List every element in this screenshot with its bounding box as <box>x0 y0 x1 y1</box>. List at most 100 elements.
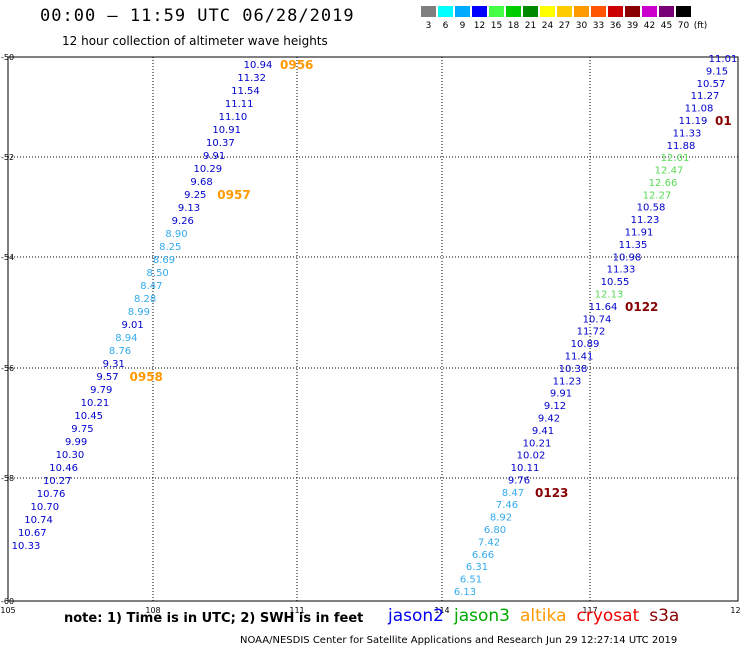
latitude-label: -50 <box>1 53 14 62</box>
legend-swatch <box>607 5 624 18</box>
wave-height-label: 10.58 <box>637 203 666 214</box>
wave-height-label: 8.47 <box>502 488 524 499</box>
latitude-label: -54 <box>1 253 14 262</box>
wave-height-label: 12.13 <box>595 290 624 301</box>
legend-level: 9 <box>454 5 471 31</box>
wave-height-label: 10.46 <box>49 463 78 474</box>
legend-level-label: 9 <box>459 21 466 31</box>
wave-height-label: 9.68 <box>190 177 212 188</box>
longitude-label: 117 <box>582 606 597 615</box>
wave-height-label: 10.38 <box>559 364 588 375</box>
wave-height-label: 12.66 <box>649 178 678 189</box>
wave-height-label: 9.75 <box>71 424 93 435</box>
legend-level-label: 30 <box>575 21 588 31</box>
latitude-label: -58 <box>1 474 14 483</box>
wave-height-label: 11.88 <box>667 141 696 152</box>
legend-level: 6 <box>437 5 454 31</box>
wave-height-label: 9.57 <box>96 372 118 383</box>
satellite-jason2: jason2 <box>388 606 444 626</box>
latitude-label: -60 <box>1 597 14 606</box>
legend-level-label: 24 <box>541 21 554 31</box>
wave-height-label: 12.01 <box>661 153 690 164</box>
wave-height-label: 10.57 <box>697 79 726 90</box>
legend-level-label: 18 <box>507 21 520 31</box>
legend-swatch <box>454 5 471 18</box>
wave-height-label: 11.33 <box>673 128 702 139</box>
wave-height-label: 11.23 <box>631 215 660 226</box>
wave-height-label: 9.12 <box>544 401 566 412</box>
legend-swatch <box>590 5 607 18</box>
credit-line: NOAA/NESDIS Center for Satellite Applica… <box>240 635 678 646</box>
satellite-legend: jason2 jason3 altika cryosat s3a <box>388 606 679 626</box>
legend-swatch <box>624 5 641 18</box>
wave-height-label: 8.47 <box>140 281 162 292</box>
pass-time-label: 0956 <box>280 58 313 72</box>
wave-height-label: 10.33 <box>12 541 41 552</box>
wave-height-label: 8.28 <box>134 294 156 305</box>
wave-height-label: 9.01 <box>121 320 143 331</box>
legend-level-label: 15 <box>490 21 503 31</box>
legend-level: 45 <box>658 5 675 31</box>
legend-level-label: 42 <box>643 21 656 31</box>
wave-height-label: 9.91 <box>550 389 572 400</box>
wave-height-label: 10.94 <box>244 60 273 71</box>
color-scale-legend: 3 6 9 12 15 18 21 24 27 30 33 36 39 42 45 70 (ft) <box>420 5 709 31</box>
wave-height-label: 11.54 <box>231 86 260 97</box>
satellite-s3a: s3a <box>649 606 680 626</box>
pass-time-label: 0122 <box>625 300 658 314</box>
wave-height-label: 9.42 <box>538 413 560 424</box>
wave-height-label: 11.91 <box>625 228 654 239</box>
wave-height-label: 11.08 <box>685 104 714 115</box>
legend-swatch <box>658 5 675 18</box>
legend-level: 15 <box>488 5 505 31</box>
legend-swatch <box>675 5 692 18</box>
legend-swatch <box>488 5 505 18</box>
wave-height-label: 9.25 <box>184 190 206 201</box>
wave-height-label: 11.10 <box>219 112 248 123</box>
wave-height-label: 6.51 <box>460 575 482 586</box>
wave-height-label: 10.89 <box>571 339 600 350</box>
wave-height-label: 10.98 <box>613 252 642 263</box>
satellite-cryosat: cryosat <box>576 606 640 626</box>
wave-height-label: 8.94 <box>115 333 137 344</box>
wave-height-label: 10.74 <box>24 515 53 526</box>
legend-level: 24 <box>539 5 556 31</box>
legend-level: 3 <box>420 5 437 31</box>
wave-height-label: 8.99 <box>128 307 150 318</box>
legend-swatch <box>556 5 573 18</box>
wave-height-label: 8.50 <box>147 268 169 279</box>
wave-height-label: 12.47 <box>655 166 684 177</box>
wave-height-label: 11.11 <box>225 99 254 110</box>
pass-time-label: 0958 <box>130 370 163 384</box>
legend-swatch <box>420 5 437 18</box>
page-title: 00:00 – 11:59 UTC 06/28/2019 <box>40 6 355 26</box>
legend-level: 39 <box>624 5 641 31</box>
wave-height-label: 9.41 <box>532 426 554 437</box>
wave-height-label: 10.30 <box>56 450 85 461</box>
wave-height-label: 7.42 <box>478 537 500 548</box>
wave-height-label: 9.79 <box>90 385 112 396</box>
wave-height-label: 10.76 <box>37 489 66 500</box>
wave-height-label: 11.72 <box>577 327 606 338</box>
units-note: note: 1) Time is in UTC; 2) SWH is in fe… <box>64 611 364 626</box>
wave-height-label: 10.91 <box>212 125 241 136</box>
legend-unit: (ft) <box>693 21 708 31</box>
legend-swatch <box>437 5 454 18</box>
legend-level-label: 6 <box>442 21 449 31</box>
legend-level-label: 12 <box>473 21 486 31</box>
wave-height-label: 11.23 <box>553 376 582 387</box>
wave-height-label: 11.27 <box>691 91 720 102</box>
wave-height-label: 10.45 <box>74 411 103 422</box>
satellite-altika: altika <box>520 606 567 626</box>
wave-height-label: 11.32 <box>237 73 266 84</box>
page-subtitle: 12 hour collection of altimeter wave hei… <box>62 34 328 48</box>
wave-height-label: 11.33 <box>607 265 636 276</box>
legend-level-label: 33 <box>592 21 605 31</box>
map-frame <box>7 56 739 602</box>
legend-level-label: 45 <box>660 21 673 31</box>
satellite-jason3: jason3 <box>454 606 510 626</box>
wave-height-label: 9.15 <box>706 66 728 77</box>
wave-height-label: 10.02 <box>517 451 546 462</box>
legend-level-label: 70 <box>677 21 690 31</box>
legend-level: 21 <box>522 5 539 31</box>
